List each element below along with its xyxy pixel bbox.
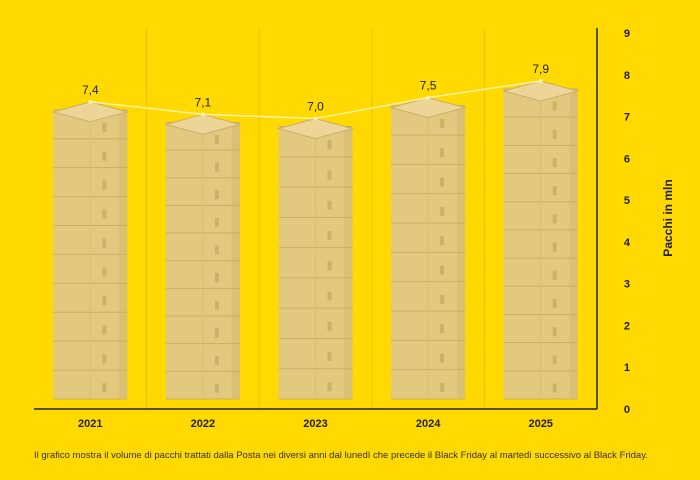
bar-2022 [163,113,242,400]
bar-shade [569,88,578,399]
data-label-2022: 7,1 [195,95,212,109]
box-label [214,356,219,366]
bar-top [389,97,468,119]
data-label-2025: 7,9 [532,62,549,76]
bar-shade [231,122,240,399]
box-label [102,296,107,306]
box-label [440,236,445,246]
x-tick-label: 2023 [303,418,327,430]
trend-point [313,116,318,121]
category-separators [146,28,485,409]
box-label [214,134,219,144]
x-tick-label: 2025 [528,418,552,430]
bar-shade [119,109,128,399]
box-label [552,355,557,365]
box-label [440,177,445,187]
box-label [327,352,332,362]
x-tick-label: 2024 [416,418,441,430]
x-tick-label: 2021 [78,418,102,430]
box-label [440,206,445,216]
box-label [327,321,332,331]
trend-point [426,95,431,100]
box-label [102,209,107,219]
chart-caption: Il grafico mostra il volume di pacchi tr… [34,450,648,461]
box-label [440,118,445,128]
bar-shade [457,105,466,400]
box-label [327,170,332,180]
y-tick-label: 4 [624,237,631,249]
data-label-2024: 7,5 [420,79,437,93]
box-label [102,238,107,248]
data-label-2021: 7,4 [82,83,99,97]
bar-top [51,101,130,123]
box-label [102,151,107,161]
bars [51,80,580,400]
y-tick-label: 9 [624,28,630,40]
axes: 2021 2022 2023 2024 2025 0 1 2 3 4 5 6 7 8 9 Pacchi in … [34,28,675,430]
y-tick-label: 6 [624,153,630,165]
box-label [102,325,107,335]
bar-2025 [501,80,580,400]
trend-line [88,78,543,121]
box-label [327,382,332,392]
box-label [552,186,557,196]
trend-point [538,78,543,83]
box-label [327,230,332,240]
box-label [214,162,219,172]
box-label [214,273,219,283]
box-label [552,298,557,308]
box-label [214,300,219,310]
y-axis-title: Pacchi in mln [661,179,675,256]
box-label [440,148,445,158]
box-label [214,217,219,227]
box-label [552,214,557,224]
box-label [327,200,332,210]
box-label [214,328,219,338]
y-tick-label: 5 [624,195,630,207]
box-label [327,291,332,301]
data-label-2023: 7,0 [307,100,324,114]
bar-top [501,80,580,102]
box-label [552,242,557,252]
bar-top [276,118,355,140]
box-label [327,140,332,150]
box-label [440,324,445,334]
box-label [102,267,107,277]
box-label [102,354,107,364]
data-labels: 7,4 7,1 7,0 7,5 7,9 [82,62,549,114]
bar-2023 [276,118,355,400]
box-label [552,158,557,168]
box-label [552,383,557,393]
box-label [440,294,445,304]
bar-top [163,113,242,135]
x-tick-label: 2022 [191,418,215,430]
box-label [440,382,445,392]
y-tick-label: 7 [624,112,630,124]
box-label [214,383,219,393]
box-label [327,261,332,271]
bar-shade [344,126,353,400]
box-label [552,101,557,111]
box-label [102,383,107,393]
box-label [214,245,219,255]
y-tick-label: 1 [624,362,630,374]
trend-point [88,99,93,104]
y-tick-label: 3 [624,279,630,291]
box-label [214,190,219,200]
y-tick-label: 0 [624,404,630,416]
y-tick-label: 2 [624,320,630,332]
trend-point [200,112,205,117]
bar-2021 [51,101,130,400]
bar-2024 [389,97,468,400]
box-label [440,265,445,275]
box-label [552,270,557,280]
box-label [440,353,445,363]
box-label [102,122,107,132]
y-tick-label: 8 [624,70,630,82]
box-label [552,129,557,139]
box-label [102,180,107,190]
box-label [552,327,557,337]
